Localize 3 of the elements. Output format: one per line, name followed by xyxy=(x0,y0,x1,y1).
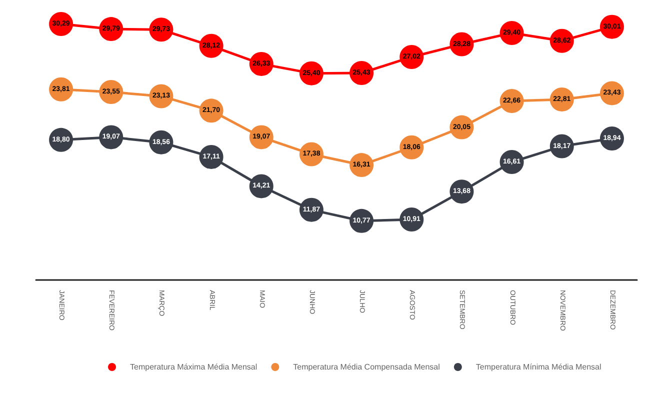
legend-label: Temperatura Mínima Média Mensal xyxy=(476,362,602,372)
legend-label: Temperatura Média Compensada Mensal xyxy=(293,362,440,372)
legend-label: Temperatura Máxima Média Mensal xyxy=(130,362,258,372)
